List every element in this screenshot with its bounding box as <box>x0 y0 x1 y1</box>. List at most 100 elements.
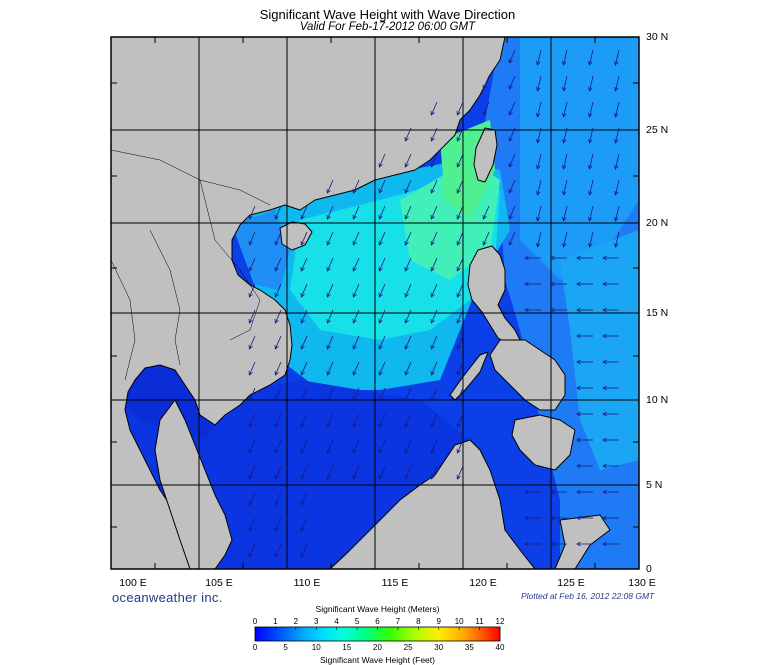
wave-arrow-head <box>508 188 513 194</box>
wave-arrow-head <box>602 281 607 287</box>
wave-arrow <box>563 179 568 195</box>
wave-arrow <box>430 179 438 194</box>
wave-arrow-head <box>602 385 607 391</box>
wave-arrow-head <box>248 500 253 506</box>
wave-arrow-head <box>300 344 305 350</box>
wave-arrow <box>456 387 464 402</box>
colorbar-meter-tick: 10 <box>454 617 464 626</box>
wave-arrow <box>248 231 256 246</box>
wave-arrow-head <box>536 138 541 144</box>
wave-arrow-head <box>300 474 305 480</box>
wave-arrow-head <box>536 60 541 66</box>
wave-arrow <box>456 439 464 454</box>
wave-arrow-head <box>404 318 409 324</box>
wave-arrow <box>430 283 438 298</box>
wave-arrow <box>615 101 620 117</box>
wave-arrow-head <box>404 292 409 298</box>
wave-arrow-head <box>274 266 279 272</box>
colorbar-feet-tick: 40 <box>495 643 505 652</box>
wave-arrow-head <box>300 292 305 298</box>
wave-arrow-head <box>248 396 253 402</box>
wave-arrow-head <box>352 396 357 402</box>
wave-arrow <box>274 465 282 480</box>
map-subtitle: Valid For Feb-17-2012 06:00 GMT <box>299 21 476 33</box>
wave-arrow-head <box>300 266 305 272</box>
wave-arrow <box>589 75 594 91</box>
colorbar-meter-tick: 12 <box>495 617 505 626</box>
wave-arrow <box>326 309 334 324</box>
wave-arrow-head <box>588 138 593 144</box>
wave-arrow <box>615 205 620 221</box>
lat-label-25: 25 N <box>646 124 669 136</box>
wave-arrow <box>300 309 308 324</box>
wave-arrow <box>274 361 282 376</box>
wave-arrow <box>300 413 308 428</box>
wave-arrow-head <box>614 216 619 222</box>
wave-arrow <box>537 205 542 221</box>
wave-arrow <box>563 101 568 117</box>
wave-arrow <box>352 309 360 324</box>
wave-arrow <box>300 491 308 506</box>
wave-arrow <box>378 309 386 324</box>
wave-arrow-head <box>274 500 279 506</box>
wave-arrow <box>300 543 308 558</box>
wave-arrow-head <box>456 266 461 272</box>
wave-arrow <box>248 361 256 376</box>
wave-arrow-head <box>248 318 253 324</box>
wave-arrow <box>248 335 256 350</box>
wave-arrow-head <box>430 292 435 298</box>
wave-arrow <box>352 413 360 428</box>
wave-arrow <box>456 179 464 194</box>
wave-arrow <box>508 49 516 64</box>
wave-arrow-head <box>430 344 435 350</box>
wave-arrow <box>248 465 256 480</box>
wave-arrow-head <box>536 86 541 92</box>
wave-arrow-head <box>404 162 409 168</box>
colorbar-meter-tick: 6 <box>375 617 380 626</box>
wave-arrow <box>482 75 490 90</box>
wave-arrow-head <box>274 422 279 428</box>
wave-arrow <box>274 335 282 350</box>
wave-arrow-head <box>326 188 331 194</box>
wave-arrow-head <box>326 318 331 324</box>
wave-arrow <box>430 205 438 220</box>
wave-arrow-head <box>588 216 593 222</box>
wave-arrow-head <box>248 240 253 246</box>
wave-arrow <box>563 205 568 221</box>
wave-arrow <box>404 153 412 168</box>
wave-arrow <box>352 257 360 272</box>
lat-label-20: 20 N <box>646 217 669 229</box>
wave-arrow-head <box>536 216 541 222</box>
wave-arrow-head <box>404 448 409 454</box>
wave-arrow-head <box>404 370 409 376</box>
wave-arrow-head <box>430 110 435 116</box>
wave-arrow-head <box>378 318 383 324</box>
wave-arrow <box>248 387 256 402</box>
wave-arrow <box>537 127 542 143</box>
wave-arrow-head <box>602 333 607 339</box>
colorbar-title-meters: Significant Wave Height (Meters) <box>315 604 440 614</box>
wave-arrow-head <box>456 370 461 376</box>
wave-arrow-head <box>248 292 253 298</box>
wave-arrow <box>326 465 334 480</box>
colorbar-feet-tick: 30 <box>434 643 444 652</box>
lon-label-120: 120 E <box>469 577 497 589</box>
wave-arrow-head <box>536 190 541 196</box>
wave-arrow-head <box>274 318 279 324</box>
wave-arrow-head <box>508 110 513 116</box>
wave-arrow <box>404 205 412 220</box>
lat-label-30: 30 N <box>646 31 669 43</box>
lon-label-115: 115 E <box>381 577 409 589</box>
wave-arrow-head <box>274 526 279 532</box>
wave-arrow <box>404 179 412 194</box>
pacific-north <box>520 37 639 280</box>
colorbar-ticks <box>254 627 501 630</box>
land-taiwan <box>473 127 498 183</box>
wave-arrow-head <box>300 396 305 402</box>
wave-arrow-head <box>378 396 383 402</box>
wave-arrow-head <box>576 515 581 521</box>
wave-direction-arrows <box>248 49 620 558</box>
border-3 <box>149 229 181 366</box>
wave-arrow-head <box>482 214 487 220</box>
